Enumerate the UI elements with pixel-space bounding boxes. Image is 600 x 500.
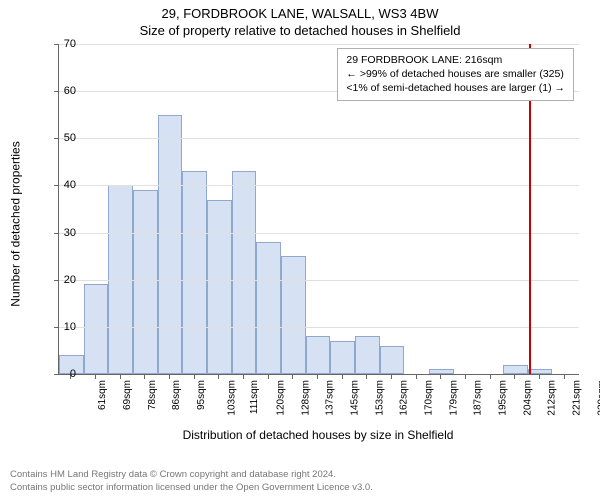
grid-line [59, 138, 579, 139]
legend-line-1: 29 FORDBROOK LANE: 216sqm [346, 53, 565, 67]
legend-box: 29 FORDBROOK LANE: 216sqm ← >99% of deta… [337, 48, 574, 101]
histogram-bar [182, 171, 207, 374]
y-tick-label: 10 [46, 321, 76, 333]
x-ticks-group: 61sqm 69sqm 78sqm 86sqm 95sqm 103sqm 111sqm 120… [58, 376, 578, 436]
chart-title: 29, FORDBROOK LANE, WALSALL, WS3 4BW [0, 0, 600, 21]
x-tick-mark [194, 374, 195, 379]
x-tick-label: 111sqm [249, 380, 260, 414]
x-tick-mark [120, 374, 121, 379]
histogram-bar [84, 284, 109, 374]
histogram-bar [158, 115, 183, 374]
x-tick-label: 221sqm [572, 380, 583, 416]
x-tick-label: 86sqm [171, 380, 182, 410]
x-axis-label: Distribution of detached houses by size … [58, 428, 578, 442]
footer-line-2: Contains public sector information licen… [10, 482, 373, 494]
x-tick-mark [391, 374, 392, 379]
x-tick-label: 162sqm [399, 380, 410, 416]
footer-line-1: Contains HM Land Registry data © Crown c… [10, 469, 373, 481]
x-tick-mark [490, 374, 491, 379]
histogram-bar [133, 190, 158, 374]
x-tick-mark [95, 374, 96, 379]
y-tick-label: 60 [46, 85, 76, 97]
histogram-bar [256, 242, 281, 374]
x-tick-mark [416, 374, 417, 379]
x-tick-label: 95sqm [196, 380, 207, 410]
x-tick-mark [440, 374, 441, 379]
x-tick-label: 120sqm [276, 380, 287, 416]
x-tick-label: 170sqm [424, 380, 435, 416]
y-tick-label: 0 [46, 368, 76, 380]
x-tick-mark [539, 374, 540, 379]
x-tick-label: 195sqm [498, 380, 509, 416]
x-tick-mark [268, 374, 269, 379]
x-tick-mark [366, 374, 367, 379]
x-tick-label: 187sqm [473, 380, 484, 416]
grid-line [59, 185, 579, 186]
grid-line [59, 327, 579, 328]
chart-subtitle: Size of property relative to detached ho… [0, 21, 600, 42]
histogram-bar [207, 200, 232, 374]
histogram-bar [232, 171, 257, 374]
grid-line [59, 280, 579, 281]
y-tick-label: 70 [46, 38, 76, 50]
y-tick-label: 40 [46, 179, 76, 191]
grid-line [59, 44, 579, 45]
histogram-bar [330, 341, 355, 374]
x-tick-label: 128sqm [300, 380, 311, 416]
x-tick-label: 153sqm [374, 380, 385, 416]
footer-attribution: Contains HM Land Registry data © Crown c… [10, 469, 373, 494]
y-tick-label: 50 [46, 132, 76, 144]
y-tick-label: 30 [46, 227, 76, 239]
x-tick-label: 145sqm [350, 380, 361, 416]
histogram-bar [355, 336, 380, 374]
histogram-bar [503, 365, 528, 374]
x-tick-mark [218, 374, 219, 379]
x-tick-label: 229sqm [596, 380, 600, 416]
x-tick-label: 212sqm [547, 380, 558, 416]
grid-line [59, 233, 579, 234]
chart-container: 29, FORDBROOK LANE, WALSALL, WS3 4BW Siz… [0, 0, 600, 500]
x-tick-mark [342, 374, 343, 379]
histogram-bar [528, 369, 553, 374]
x-tick-label: 137sqm [325, 380, 336, 416]
x-tick-mark [169, 374, 170, 379]
x-tick-mark [317, 374, 318, 379]
x-tick-mark [292, 374, 293, 379]
x-tick-mark [144, 374, 145, 379]
histogram-bar [306, 336, 331, 374]
x-tick-mark [564, 374, 565, 379]
x-tick-label: 78sqm [147, 380, 158, 410]
x-tick-label: 103sqm [226, 380, 237, 416]
x-tick-label: 204sqm [522, 380, 533, 416]
x-tick-mark [514, 374, 515, 379]
legend-line-2: ← >99% of detached houses are smaller (3… [346, 67, 565, 81]
x-tick-label: 69sqm [122, 380, 133, 410]
x-tick-label: 179sqm [448, 380, 459, 416]
y-axis-label: Number of detached properties [8, 44, 24, 404]
x-tick-mark [243, 374, 244, 379]
histogram-bar [380, 346, 405, 374]
x-tick-mark [465, 374, 466, 379]
x-tick-label: 61sqm [97, 380, 108, 410]
y-tick-label: 20 [46, 274, 76, 286]
histogram-bar [281, 256, 306, 374]
legend-line-3: <1% of semi-detached houses are larger (… [346, 81, 565, 95]
